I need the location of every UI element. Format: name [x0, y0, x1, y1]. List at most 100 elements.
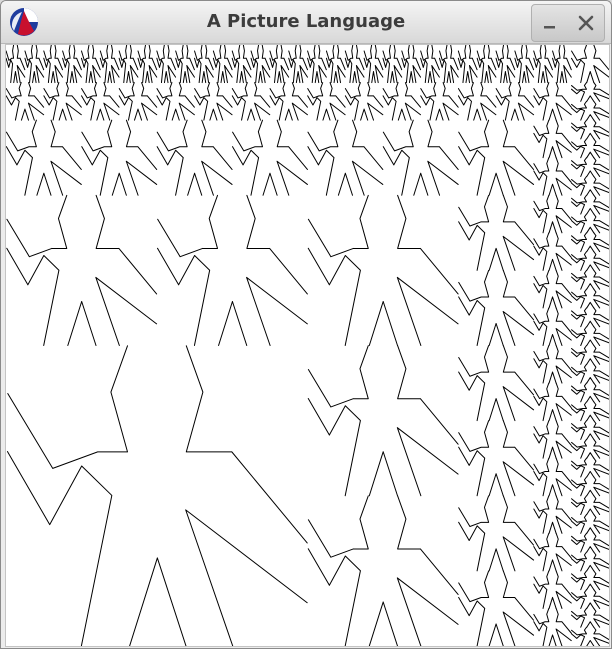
wave-figure-strokes: [156, 45, 177, 84]
wave-figure: [571, 420, 609, 440]
wave-figure-strokes: [571, 607, 609, 628]
wave-figure: [43, 82, 82, 121]
wave-figure-strokes: [157, 194, 308, 346]
wave-figure-strokes: [571, 570, 609, 591]
wave-figure-strokes: [24, 45, 45, 84]
wave-figure-strokes: [533, 307, 572, 346]
wave-figure-strokes: [533, 157, 572, 196]
wave-figure: [571, 157, 609, 177]
wave-figure: [344, 82, 384, 121]
wave-figure-strokes: [344, 45, 365, 84]
wave-figure-strokes: [382, 82, 422, 121]
wave-figure-strokes: [571, 269, 609, 290]
wave-figure: [401, 45, 422, 84]
wave-figure: [457, 82, 497, 121]
wave-figure-strokes: [325, 45, 346, 84]
wave-figure: [212, 45, 233, 84]
wave-figure: [43, 45, 64, 84]
wave-figure: [571, 476, 609, 497]
wave-figure: [194, 45, 214, 84]
wave-figure: [157, 194, 308, 346]
wave-figure-strokes: [533, 570, 572, 609]
wave-figure-strokes: [307, 82, 346, 121]
wave-figure: [307, 345, 459, 497]
wave-figure: [99, 45, 120, 84]
minimize-button[interactable]: [532, 5, 568, 41]
wave-figure-strokes: [571, 45, 609, 84]
wave-figure-strokes: [571, 363, 609, 384]
wave-figure: [571, 194, 609, 215]
wave-figure: [495, 45, 516, 84]
wave-figure-strokes: [81, 119, 158, 196]
wave-figure: [457, 45, 478, 84]
wave-figure: [156, 119, 233, 196]
wave-figure-strokes: [156, 119, 233, 196]
wave-figure: [6, 82, 45, 121]
wave-figure-strokes: [457, 82, 497, 121]
wave-figure: [458, 269, 535, 346]
wave-figure-strokes: [571, 175, 609, 196]
wave-figure-strokes: [533, 532, 572, 572]
wave-figure-strokes: [137, 45, 158, 84]
wave-figure: [571, 138, 609, 159]
close-button[interactable]: [568, 5, 604, 41]
wave-figure: [533, 194, 572, 234]
wave-figure: [382, 119, 459, 196]
wave-figure: [571, 288, 609, 309]
wave-figure-strokes: [269, 82, 308, 121]
wave-figure-strokes: [533, 420, 572, 459]
wave-figure-strokes: [571, 476, 609, 497]
wave-figure: [458, 420, 535, 497]
wave-figure-strokes: [571, 420, 609, 440]
wave-figure-strokes: [571, 326, 609, 346]
wave-figure: [156, 82, 195, 121]
wave-figure-strokes: [458, 495, 535, 572]
wave-figure-strokes: [571, 288, 609, 309]
wave-figure-strokes: [307, 194, 459, 346]
wave-figure-strokes: [533, 45, 553, 84]
wave-figure: [533, 532, 572, 572]
wave-figure: [6, 45, 26, 84]
wave-figure-strokes: [458, 269, 535, 346]
wave-figure-strokes: [571, 438, 609, 459]
wave-figure-strokes: [571, 251, 609, 271]
wave-figure: [571, 251, 609, 271]
wave-figure: [533, 119, 572, 159]
wave-figure: [382, 82, 422, 121]
wave-figure: [533, 269, 572, 309]
wave-figure-strokes: [533, 269, 572, 309]
wave-figure: [533, 420, 572, 459]
wave-figure: [533, 457, 572, 497]
wave-figure-strokes: [571, 345, 609, 365]
wave-figure: [307, 119, 384, 196]
wave-figure: [533, 157, 572, 196]
wave-figure-strokes: [6, 194, 158, 346]
wave-figure-strokes: [495, 45, 516, 84]
wave-figure: [571, 626, 609, 646]
wave-figure-strokes: [420, 45, 440, 84]
wave-figure-strokes: [571, 119, 609, 140]
wave-figure-strokes: [571, 138, 609, 159]
wave-figure: [81, 119, 158, 196]
wave-figure: [571, 382, 609, 403]
wave-figure: [571, 82, 609, 102]
wave-figure: [571, 345, 609, 365]
wave-figure: [269, 45, 290, 84]
minimize-icon: [544, 26, 555, 29]
wave-figure: [533, 607, 572, 646]
wave-figure-strokes: [571, 194, 609, 215]
wave-figure: [571, 495, 609, 516]
wave-figure-strokes: [80, 45, 101, 84]
wave-figure-strokes: [6, 45, 26, 84]
wave-figure: [80, 45, 101, 84]
wave-figure-strokes: [250, 45, 271, 84]
title-bar[interactable]: A Picture Language: [1, 1, 611, 44]
wave-figure: [533, 45, 553, 84]
wave-figure-strokes: [533, 345, 572, 384]
wave-figure: [571, 45, 609, 84]
wave-figure: [571, 589, 609, 609]
wave-figure-strokes: [194, 82, 233, 121]
wave-figure: [571, 326, 609, 346]
wave-figure-strokes: [457, 45, 478, 84]
